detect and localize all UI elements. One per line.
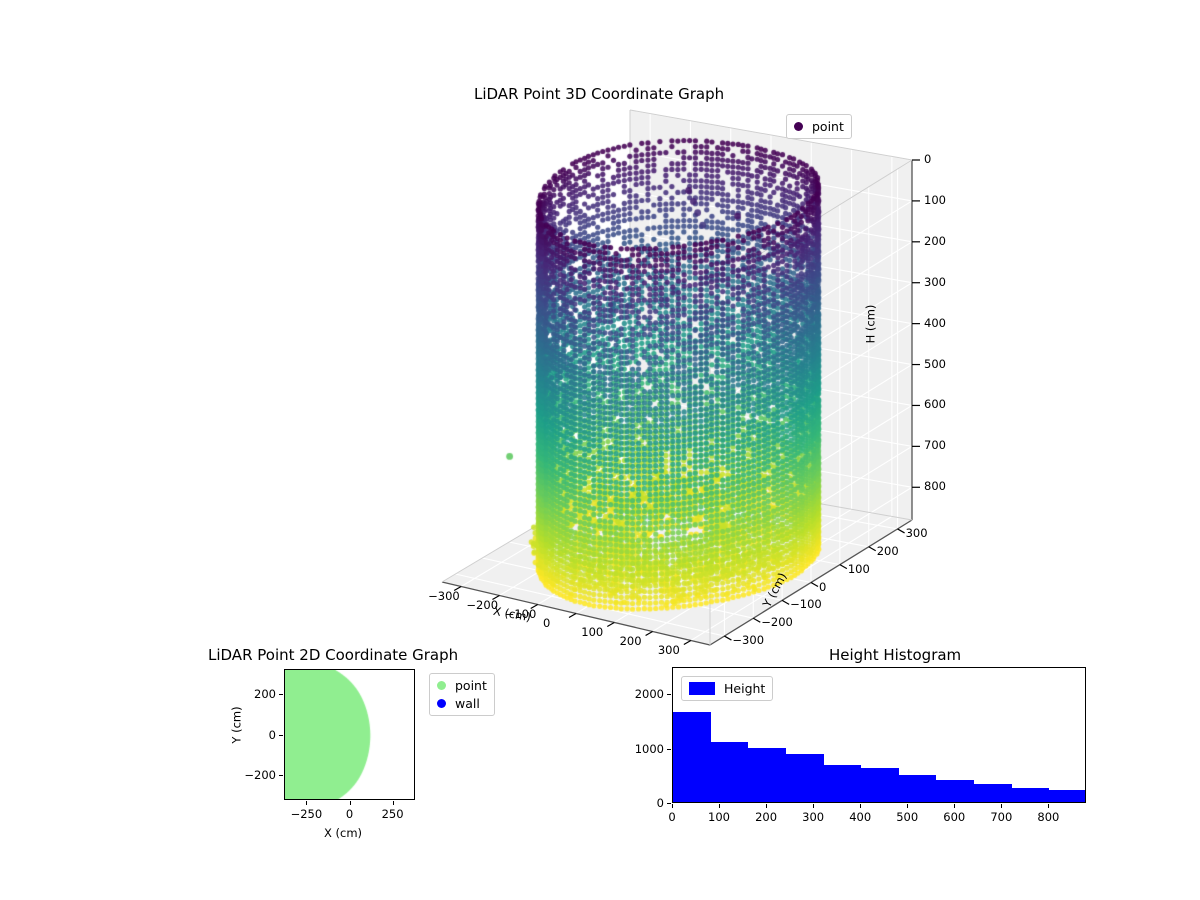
plot3d-ztick-label: 400	[924, 315, 946, 330]
histogram-xtick-mark	[719, 804, 721, 808]
plot2d-xtick-label: 0	[345, 807, 354, 821]
plot3d-ytick-mark	[724, 635, 732, 641]
plot2d-xtick-mark	[392, 801, 394, 805]
legend-item-height: Height	[689, 681, 765, 696]
plot3d-ztick-label: 300	[924, 274, 946, 289]
plot3d-zaxis-label: H (cm)	[863, 304, 878, 344]
plot2d-xtick-mark	[349, 801, 351, 805]
point-marker-icon	[437, 681, 446, 690]
plot2d-xtick-mark	[306, 801, 308, 805]
histogram-ytick-mark	[667, 748, 671, 750]
histogram-bar	[785, 754, 824, 802]
plot3d-xtick-label: 300	[657, 642, 680, 657]
height-swatch-icon	[689, 682, 715, 695]
plot2d-axes	[284, 669, 415, 800]
histogram-xtick-mark	[1048, 804, 1050, 808]
point-marker-icon	[794, 122, 803, 131]
plot3d-xtick-mark	[683, 639, 692, 646]
histogram-xtick-label: 600	[943, 810, 966, 824]
histogram-ytick-mark	[667, 803, 671, 804]
plot2d-ytick-label: −200	[244, 768, 276, 783]
histogram-xtick-mark	[860, 804, 862, 808]
plot3d-xtick-label: 100	[581, 624, 604, 639]
histogram-bar	[898, 774, 937, 802]
histogram-bar	[823, 765, 862, 802]
plot2d-ytick-label: 200	[254, 686, 276, 701]
plot2d-xaxis-label: X (cm)	[324, 826, 363, 840]
plot3d-ytick-label: −300	[732, 633, 765, 648]
plot2d-scatter-canvas	[285, 670, 414, 799]
plot3d-xtick-label: 0	[543, 615, 551, 630]
plot3d-xtick-label: −300	[428, 588, 460, 603]
plot2d-title: LiDAR Point 2D Coordinate Graph	[208, 646, 459, 664]
plot3d-xtick-label: −100	[504, 606, 537, 621]
plot3d-ztick-label: 100	[924, 192, 946, 207]
plot3d-ztick-label: 200	[924, 233, 946, 248]
plot2d-ytick-mark	[279, 775, 283, 777]
legend-label-height: Height	[724, 681, 766, 696]
histogram-xtick-label: 300	[802, 810, 825, 824]
histogram-xtick-label: 500	[896, 810, 919, 824]
plot3d-ztick-label: 0	[924, 152, 932, 166]
histogram-xtick-mark	[766, 804, 768, 808]
histogram-bar	[974, 784, 1012, 802]
plot3d-ytick-label: −200	[761, 615, 793, 630]
histogram-xtick-label: 800	[1037, 810, 1060, 824]
plot2d-ytick-label: 0	[268, 727, 276, 742]
wall-marker-icon	[437, 699, 446, 708]
plot3d-ytick-label: 200	[876, 543, 899, 558]
histogram-xtick-label: 700	[990, 810, 1013, 824]
histogram-bar	[1011, 788, 1050, 802]
histogram-ytick-mark	[667, 694, 671, 696]
histogram-xtick-label: 400	[849, 810, 872, 824]
histogram-xtick-label: 0	[668, 810, 676, 824]
plot3d-ztick-label: 600	[924, 397, 946, 412]
histogram-bar	[748, 747, 786, 802]
histogram-xtick-mark	[907, 804, 909, 808]
legend-label-point: point	[455, 678, 487, 693]
plot3d-legend: point	[786, 114, 852, 139]
legend-label-wall: wall	[455, 696, 480, 711]
plot3d-ztick-label: 700	[924, 438, 946, 453]
histogram-bar	[1049, 790, 1085, 802]
histogram-ytick-label: 0	[656, 796, 664, 810]
plot3d-xtick-label: 200	[619, 633, 642, 648]
plot3d-point-cloud	[300, 100, 920, 630]
legend-item-wall: wall	[437, 696, 487, 711]
legend-item-point: point	[437, 678, 487, 693]
histogram-xtick-mark	[954, 804, 956, 808]
plot3d-ztick-label: 500	[924, 356, 946, 371]
plot2d-ytick-mark	[279, 693, 283, 695]
histogram-ytick-label: 2000	[634, 687, 664, 702]
plot2d-xtick-label: −250	[290, 807, 323, 821]
histogram-bar	[936, 780, 975, 802]
plot3d-ytick-label: 0	[819, 579, 827, 594]
histogram-bar	[673, 712, 711, 802]
plot3d-xtick-mark	[645, 630, 653, 637]
histogram-xtick-label: 200	[755, 810, 778, 824]
histogram-xtick-mark	[1001, 804, 1003, 808]
histogram-bar	[861, 767, 899, 802]
plot3d-axes	[300, 100, 920, 646]
plot2d-legend: point wall	[429, 673, 495, 716]
plot3d-ytick-label: 300	[905, 525, 928, 540]
histogram-xtick-mark	[813, 804, 815, 808]
plot3d-scatter-canvas	[300, 100, 920, 630]
histogram-title: Height Histogram	[829, 646, 962, 664]
plot3d-ztick-label: 800	[924, 479, 946, 494]
plot2d-xtick-label: 250	[381, 807, 404, 821]
histogram-xtick-label: 100	[708, 810, 730, 824]
histogram-legend: Height	[681, 676, 774, 701]
plot3d-title: LiDAR Point 3D Coordinate Graph	[474, 85, 725, 103]
histogram-xtick-mark	[672, 804, 673, 808]
histogram-ytick-label: 1000	[634, 741, 664, 756]
plot3d-ytick-label: −100	[790, 597, 822, 612]
legend-label-point: point	[812, 119, 844, 134]
plot3d-xtick-label: −200	[466, 597, 499, 612]
legend-item-point: point	[794, 119, 844, 134]
plot2d-ytick-mark	[279, 734, 283, 736]
histogram-bar	[710, 742, 749, 802]
plot3d-ytick-label: 100	[847, 561, 870, 576]
